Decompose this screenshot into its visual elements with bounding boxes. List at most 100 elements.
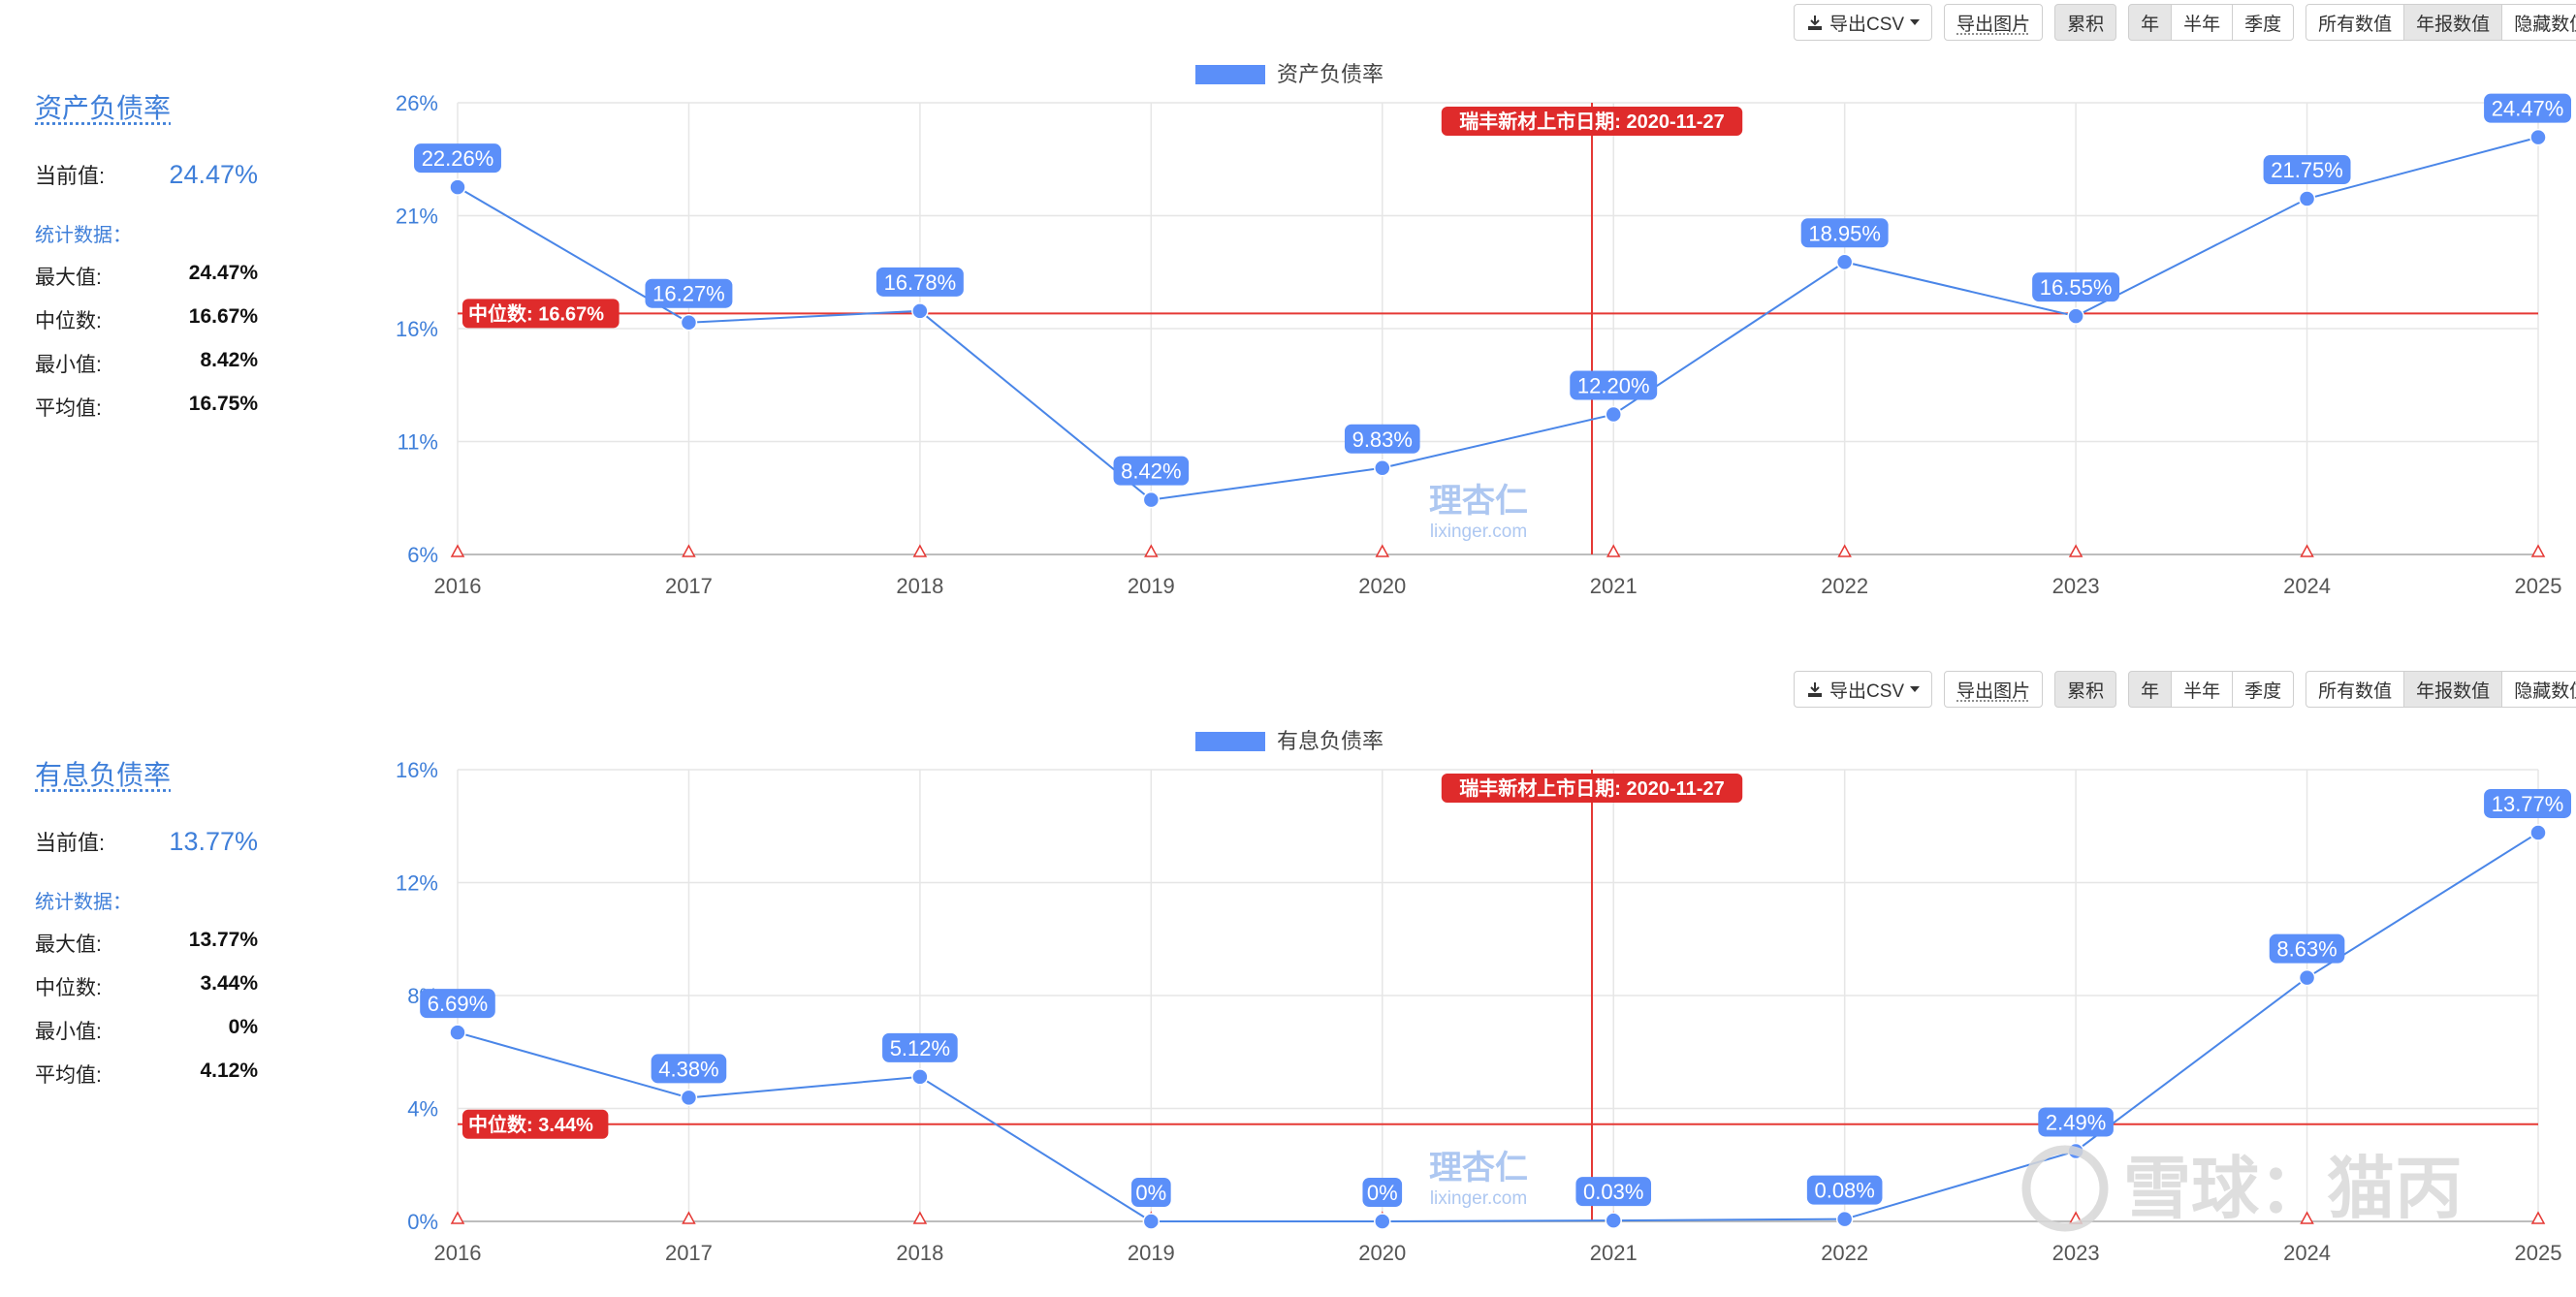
data-label: 2.49% — [2038, 1107, 2114, 1136]
data-label: 13.77% — [2484, 789, 2571, 818]
event-marker-icon — [1607, 546, 1619, 556]
data-point — [1606, 407, 1621, 423]
data-label: 0.08% — [1807, 1176, 1883, 1205]
data-label-text: 6.69% — [428, 992, 488, 1016]
data-point — [2300, 191, 2315, 206]
y-tick-label: 0% — [407, 1210, 438, 1234]
x-tick-label: 2024 — [2283, 574, 2331, 598]
watermark-url: lixinger.com — [1430, 522, 1527, 542]
data-label: 18.95% — [1801, 218, 1889, 247]
ipo-date-badge: 瑞丰新材上市日期: 2020-11-27 — [1442, 107, 1742, 136]
watermark-url: lixinger.com — [1430, 1188, 1527, 1209]
data-label-text: 0% — [1367, 1181, 1398, 1205]
data-label: 0% — [1131, 1178, 1171, 1207]
x-tick-label: 2018 — [896, 574, 943, 598]
y-tick-label: 11% — [398, 430, 438, 455]
event-marker-icon — [914, 1213, 926, 1223]
data-label: 0% — [1362, 1178, 1402, 1207]
data-point — [450, 179, 465, 195]
x-tick-label: 2023 — [2052, 1241, 2100, 1265]
lixinger-watermark: 理杏仁lixinger.com — [1429, 483, 1528, 542]
data-point — [912, 1069, 928, 1085]
x-tick-label: 2020 — [1358, 574, 1406, 598]
data-point — [912, 303, 928, 319]
data-point — [1143, 1214, 1159, 1229]
x-tick-label: 2017 — [665, 574, 713, 598]
x-tick-label: 2020 — [1358, 1241, 1406, 1265]
y-tick-label: 26% — [396, 91, 438, 115]
y-tick-label: 4% — [407, 1097, 438, 1122]
x-tick-label: 2021 — [1590, 574, 1638, 598]
watermark-brand: 雪球：猫丙 — [2123, 1151, 2463, 1226]
watermark-logo: 理杏仁 — [1429, 483, 1528, 520]
event-marker-icon — [2070, 546, 2082, 556]
x-tick-label: 2019 — [1128, 574, 1175, 598]
legend: 资产负债率 — [1195, 62, 1383, 86]
event-marker-icon — [683, 1213, 694, 1223]
line-chart: 资产负债率6%11%16%21%26%2016 2017 2018 2019 2020 2… — [0, 0, 2576, 630]
x-tick-label: 2024 — [2283, 1241, 2331, 1265]
line-chart: 有息负债率0%4%8%12%16%20162017201820192020202… — [0, 667, 2576, 1297]
x-tick-label: 2022 — [1821, 1241, 1868, 1265]
chart-panel-debt-ratio: 导出CSV 导出图片 累积 年 半年 季度 所有数值 年报数值 隐藏数值 资产负… — [0, 0, 2576, 630]
data-label-text: 4.38% — [658, 1057, 718, 1081]
data-label: 21.75% — [2264, 155, 2351, 184]
event-marker-icon — [1377, 546, 1388, 556]
xueqiu-watermark: 雪球：猫丙 — [2026, 1150, 2463, 1227]
data-point — [681, 315, 696, 331]
data-point — [1143, 492, 1159, 508]
ipo-badge-label: 瑞丰新材上市日期: 2020-11-27 — [1459, 110, 1724, 133]
data-label-text: 13.77% — [2492, 792, 2564, 816]
data-label: 8.63% — [2270, 934, 2345, 964]
data-label-text: 9.83% — [1352, 427, 1413, 452]
data-point — [1606, 1213, 1621, 1228]
x-tick-label: 2025 — [2515, 1241, 2562, 1265]
x-tick-label: 2025 — [2515, 574, 2562, 598]
data-label-text: 22.26% — [422, 146, 494, 171]
x-tick-label: 2021 — [1590, 1241, 1638, 1265]
median-badge: 中位数: 3.44% — [462, 1110, 608, 1139]
legend-swatch — [1195, 732, 1265, 751]
data-point — [1837, 254, 1853, 269]
data-label: 9.83% — [1345, 425, 1420, 454]
x-tick-label: 2016 — [434, 1241, 482, 1265]
data-label-text: 8.42% — [1121, 459, 1181, 484]
data-label: 6.69% — [420, 989, 495, 1018]
legend: 有息负债率 — [1195, 729, 1383, 753]
data-label-text: 18.95% — [1808, 221, 1881, 245]
data-label-text: 24.47% — [2492, 97, 2564, 121]
data-label: 24.47% — [2484, 94, 2571, 123]
x-tick-label: 2023 — [2052, 574, 2100, 598]
data-point — [450, 1025, 465, 1040]
x-tick-label: 2022 — [1821, 574, 1868, 598]
event-marker-icon — [914, 546, 926, 556]
data-label-text: 12.20% — [1577, 374, 1650, 398]
data-point — [2530, 130, 2546, 145]
x-tick-label: 2019 — [1128, 1241, 1175, 1265]
data-point — [2068, 308, 2083, 324]
y-tick-label: 12% — [396, 871, 438, 896]
event-marker-icon — [683, 546, 694, 556]
data-label-text: 0.03% — [1583, 1180, 1643, 1204]
data-label: 16.27% — [645, 279, 732, 308]
median-badge-label: 中位数: 3.44% — [468, 1113, 593, 1136]
data-label-text: 0% — [1135, 1181, 1166, 1205]
data-label: 4.38% — [652, 1054, 727, 1083]
data-label-text: 16.55% — [2040, 275, 2113, 300]
lixinger-watermark: 理杏仁lixinger.com — [1429, 1150, 1528, 1209]
data-label-text: 16.27% — [652, 282, 725, 306]
y-tick-label: 21% — [396, 205, 438, 229]
event-marker-icon — [2532, 546, 2544, 556]
x-tick-label: 2018 — [896, 1241, 943, 1265]
event-marker-icon — [452, 1213, 463, 1223]
data-point — [2530, 825, 2546, 840]
median-badge-label: 中位数: 16.67% — [468, 301, 604, 325]
data-point — [681, 1090, 696, 1105]
x-tick-label: 2017 — [665, 1241, 713, 1265]
event-marker-icon — [2532, 1213, 2544, 1223]
y-tick-label: 6% — [407, 543, 438, 567]
data-label: 8.42% — [1114, 457, 1190, 486]
data-point — [2300, 970, 2315, 986]
data-label: 22.26% — [414, 143, 501, 173]
data-label: 16.55% — [2032, 272, 2119, 301]
